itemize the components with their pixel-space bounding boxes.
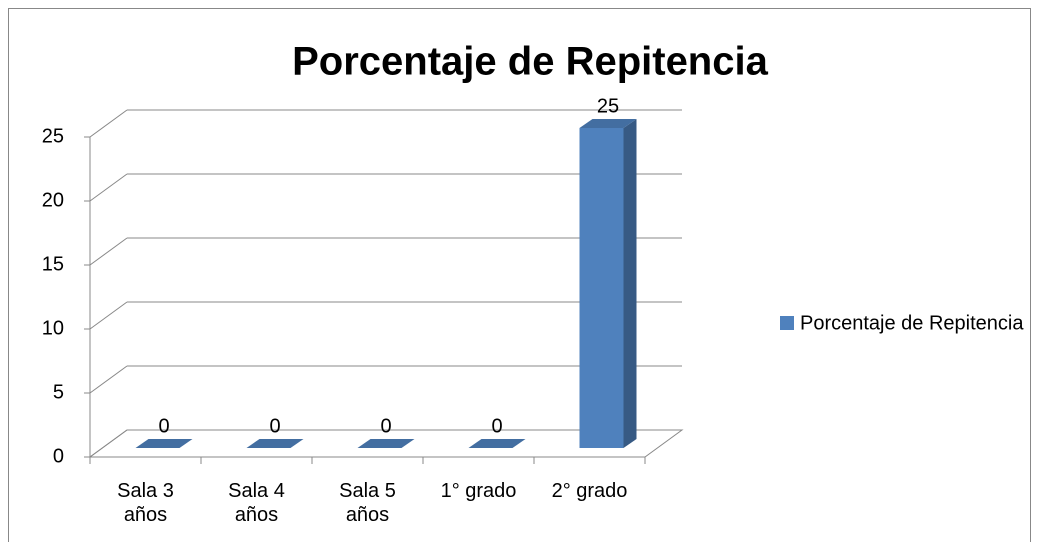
x-tick-label: Sala 4 años	[228, 480, 285, 526]
chart-title: Porcentaje de Repitencia	[292, 40, 768, 84]
x-tick-label: 1° grado	[440, 480, 517, 502]
bar-top	[246, 439, 304, 448]
y-tick-label: 10	[42, 317, 64, 339]
grid-line-wall	[89, 365, 128, 394]
y-tick-label: 20	[42, 189, 64, 211]
chart-border	[8, 8, 1031, 542]
bar-top	[357, 439, 415, 448]
grid-line-wall	[89, 109, 128, 138]
data-label: 25	[597, 95, 619, 117]
x-tick-label: Sala 5 años	[339, 480, 396, 526]
y-tick-label: 15	[42, 253, 64, 275]
bar-side	[623, 119, 637, 448]
data-label: 0	[491, 415, 502, 437]
bar-top	[579, 119, 637, 128]
y-tick-label: 0	[53, 445, 64, 467]
data-label: 0	[269, 415, 280, 437]
x-tick-label: 2° grado	[551, 480, 628, 502]
grid-line-wall	[89, 429, 128, 458]
bar-top	[468, 439, 526, 448]
bar	[579, 128, 624, 448]
legend-swatch	[780, 316, 794, 330]
data-label: 0	[380, 415, 391, 437]
legend-label: Porcentaje de Repitencia	[800, 312, 1024, 334]
y-tick-label: 25	[42, 125, 64, 147]
bar-top	[135, 439, 193, 448]
grid-line-wall	[89, 301, 128, 330]
grid-line-wall	[89, 237, 128, 266]
grid-line-wall	[89, 173, 128, 202]
y-tick-label: 5	[53, 381, 64, 403]
data-label: 0	[158, 415, 169, 437]
x-tick-label: Sala 3 años	[117, 480, 174, 526]
